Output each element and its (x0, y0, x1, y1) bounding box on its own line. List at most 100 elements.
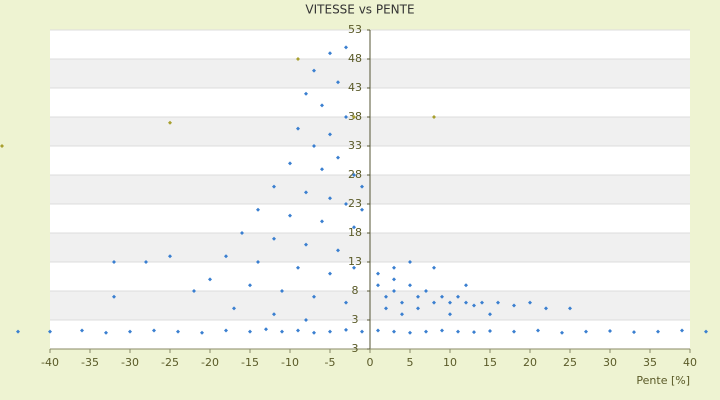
point (456, 294, 460, 299)
x-tick-label: -20 (201, 356, 219, 369)
point (304, 318, 308, 322)
y-tick-label: 48 (348, 52, 362, 65)
point (16, 329, 20, 334)
y-tick-label: 3 (352, 342, 359, 355)
point (328, 132, 332, 137)
point (424, 289, 428, 293)
x-tick-label: -40 (41, 356, 59, 369)
chart-title: VITESSE vs PENTE (305, 3, 414, 17)
point (328, 329, 332, 334)
point (584, 329, 588, 334)
point (568, 306, 572, 311)
x-tick-label: -35 (81, 356, 99, 369)
point (472, 330, 476, 335)
point (360, 207, 364, 212)
point (320, 167, 324, 172)
point (312, 68, 316, 73)
point (80, 328, 84, 333)
point (352, 265, 356, 270)
point (312, 144, 316, 148)
point (344, 300, 348, 305)
point (328, 271, 332, 276)
point (352, 115, 356, 119)
point (464, 300, 468, 305)
point (264, 327, 268, 332)
point (400, 300, 404, 305)
point (344, 202, 348, 206)
x-tick-label: 20 (523, 356, 537, 369)
y-tick-label: 23 (348, 197, 362, 210)
point (280, 289, 284, 293)
point (112, 294, 116, 299)
point (360, 184, 364, 189)
point (272, 236, 276, 241)
point (456, 329, 460, 334)
point (536, 328, 540, 333)
point (392, 277, 396, 282)
point (344, 115, 348, 119)
y-tick-label: 18 (348, 226, 362, 239)
point (488, 312, 492, 317)
point (472, 303, 476, 308)
point (224, 328, 228, 333)
point (248, 329, 252, 334)
point (392, 289, 396, 293)
point (432, 265, 436, 270)
x-tick-label: -10 (281, 356, 299, 369)
point (192, 289, 196, 293)
y-tick-label: 8 (352, 284, 359, 297)
point (248, 283, 252, 288)
x-axis-label: Pente [%] (636, 374, 690, 387)
point (312, 294, 316, 299)
point (464, 283, 468, 288)
point (320, 219, 324, 224)
point (352, 225, 356, 230)
point (296, 57, 300, 61)
point (440, 328, 444, 333)
point (128, 329, 132, 334)
point (296, 126, 300, 131)
point (272, 312, 276, 317)
point (208, 277, 212, 282)
point (384, 306, 388, 311)
point (496, 300, 500, 305)
point (656, 329, 660, 334)
point (432, 115, 436, 119)
x-tick-label: -25 (161, 356, 179, 369)
point (392, 329, 396, 334)
point (224, 254, 228, 259)
y-tick-label: 33 (348, 139, 362, 152)
point (296, 328, 300, 333)
x-tick-label: 15 (483, 356, 497, 369)
x-tick-label: 35 (643, 356, 657, 369)
point (608, 329, 612, 334)
point (104, 330, 108, 335)
point (328, 51, 332, 56)
point (392, 265, 396, 270)
point (376, 283, 380, 288)
point (408, 283, 412, 288)
point (680, 328, 684, 333)
point (376, 271, 380, 276)
point (544, 306, 548, 311)
x-tick-label: -15 (241, 356, 259, 369)
point (440, 294, 444, 299)
point (200, 330, 204, 335)
point (272, 184, 276, 189)
point (512, 329, 516, 334)
point (416, 294, 420, 299)
point (312, 330, 316, 335)
point (360, 329, 364, 334)
point (376, 328, 380, 333)
point (112, 260, 116, 264)
point (296, 265, 300, 270)
point (480, 300, 484, 305)
point (344, 327, 348, 332)
x-tick-label: -30 (121, 356, 139, 369)
point (384, 294, 388, 299)
x-tick-label: -5 (325, 356, 336, 369)
point (304, 190, 308, 195)
y-tick-label: 3 (352, 313, 359, 326)
x-tick-label: 0 (367, 356, 374, 369)
